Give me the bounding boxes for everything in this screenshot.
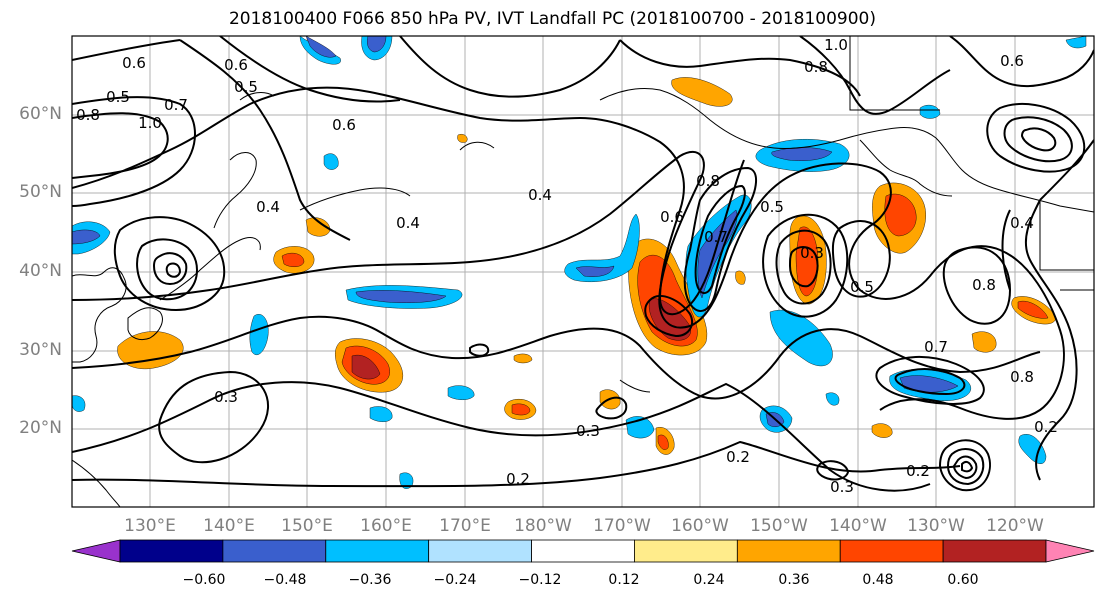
contour-label: 0.8 <box>804 58 828 76</box>
colorbar-tick: 0.48 <box>862 572 894 588</box>
contour-label: 0.8 <box>972 276 996 294</box>
contour-label: 0.5 <box>106 88 130 106</box>
lon-label-120w: 120°W <box>986 516 1044 536</box>
lat-label-20n: 20°N <box>19 418 62 438</box>
contour-label: 0.2 <box>726 448 750 466</box>
contour-label: 0.6 <box>122 54 146 72</box>
lat-label-50n: 50°N <box>19 182 62 202</box>
lon-label-170w: 170°W <box>593 516 651 536</box>
colorbar-tick: 0.36 <box>778 572 810 588</box>
colorbar-swatch <box>634 539 738 563</box>
lon-label-130e: 130°E <box>124 516 176 536</box>
colorbar-swatch <box>325 539 430 563</box>
lat-label-40n: 40°N <box>19 261 62 281</box>
contour-label: 0.8 <box>76 106 100 124</box>
contour-label: 0.5 <box>234 78 258 96</box>
colorbar-extend-min <box>71 539 121 563</box>
pv-contours <box>72 36 1094 492</box>
contour-label: 0.5 <box>850 278 874 296</box>
contour-label: 0.3 <box>576 422 600 440</box>
contour-label: 0.8 <box>696 172 720 190</box>
map-title: 2018100400 F066 850 hPa PV, IVT Landfall… <box>228 9 876 29</box>
contour-label: 0.5 <box>760 198 784 216</box>
lon-label-140e: 140°E <box>203 516 255 536</box>
contour-label: 0.7 <box>704 228 728 246</box>
colorbar-swatch <box>839 539 944 563</box>
lon-label-160e: 160°E <box>360 516 412 536</box>
colorbar-extend-max <box>1045 539 1095 563</box>
colorbar-tick: 0.24 <box>693 572 725 588</box>
contour-label: 0.4 <box>256 198 280 216</box>
contour-label: 0.8 <box>1010 368 1034 386</box>
colorbar-swatch <box>736 539 841 563</box>
contour-label: 0.2 <box>506 470 530 488</box>
colorbar-tick: 0.60 <box>947 572 979 588</box>
lon-label-130w: 130°W <box>907 516 965 536</box>
contour-label: 0.3 <box>214 388 238 406</box>
contour-label: 1.0 <box>824 36 848 54</box>
colorbar-tick: 0.12 <box>608 572 640 588</box>
contour-label: 0.3 <box>800 244 824 262</box>
colorbar-swatch <box>119 539 224 563</box>
contour-label: 0.2 <box>1034 418 1058 436</box>
contour-label: 0.6 <box>332 116 356 134</box>
contour-label: 0.2 <box>906 462 930 480</box>
contour-label: 0.4 <box>396 214 420 232</box>
colorbar-tick: −0.24 <box>433 572 477 588</box>
colorbar <box>71 539 1095 563</box>
lon-label-150w: 150°W <box>750 516 808 536</box>
colorbar-swatch <box>942 539 1047 563</box>
contour-label: 0.4 <box>528 186 552 204</box>
lon-label-140w: 140°W <box>829 516 887 536</box>
colorbar-swatch <box>222 539 327 563</box>
colorbar-swatch <box>531 539 635 563</box>
contour-label: 0.7 <box>924 338 948 356</box>
coastlines <box>72 36 1094 507</box>
colorbar-swatch <box>428 539 532 563</box>
contour-label: 0.7 <box>164 96 188 114</box>
contour-label: 1.0 <box>138 114 162 132</box>
lon-label-160w: 160°W <box>671 516 729 536</box>
lon-label-150e: 150°E <box>281 516 333 536</box>
lat-label-60n: 60°N <box>19 104 62 124</box>
lat-label-30n: 30°N <box>19 340 62 360</box>
contour-label: 0.3 <box>830 478 854 496</box>
lon-label-170e: 170°E <box>439 516 491 536</box>
lon-label-180w: 180°W <box>514 516 572 536</box>
colorbar-tick: −0.12 <box>518 572 562 588</box>
contour-label: 0.6 <box>1000 52 1024 70</box>
contour-label: 0.6 <box>224 56 248 74</box>
map-frame <box>71 35 1095 508</box>
contour-label: 0.6 <box>660 208 684 226</box>
contour-label: 0.4 <box>1010 214 1034 232</box>
colorbar-tick: −0.60 <box>182 572 226 588</box>
colorbar-tick: −0.48 <box>263 572 307 588</box>
contour-labels: 0.6 0.5 0.7 0.8 1.0 0.6 0.5 0.6 0.4 0.4 0.3 0.2 0.3 0… <box>76 36 1058 496</box>
colorbar-tick: −0.36 <box>348 572 392 588</box>
